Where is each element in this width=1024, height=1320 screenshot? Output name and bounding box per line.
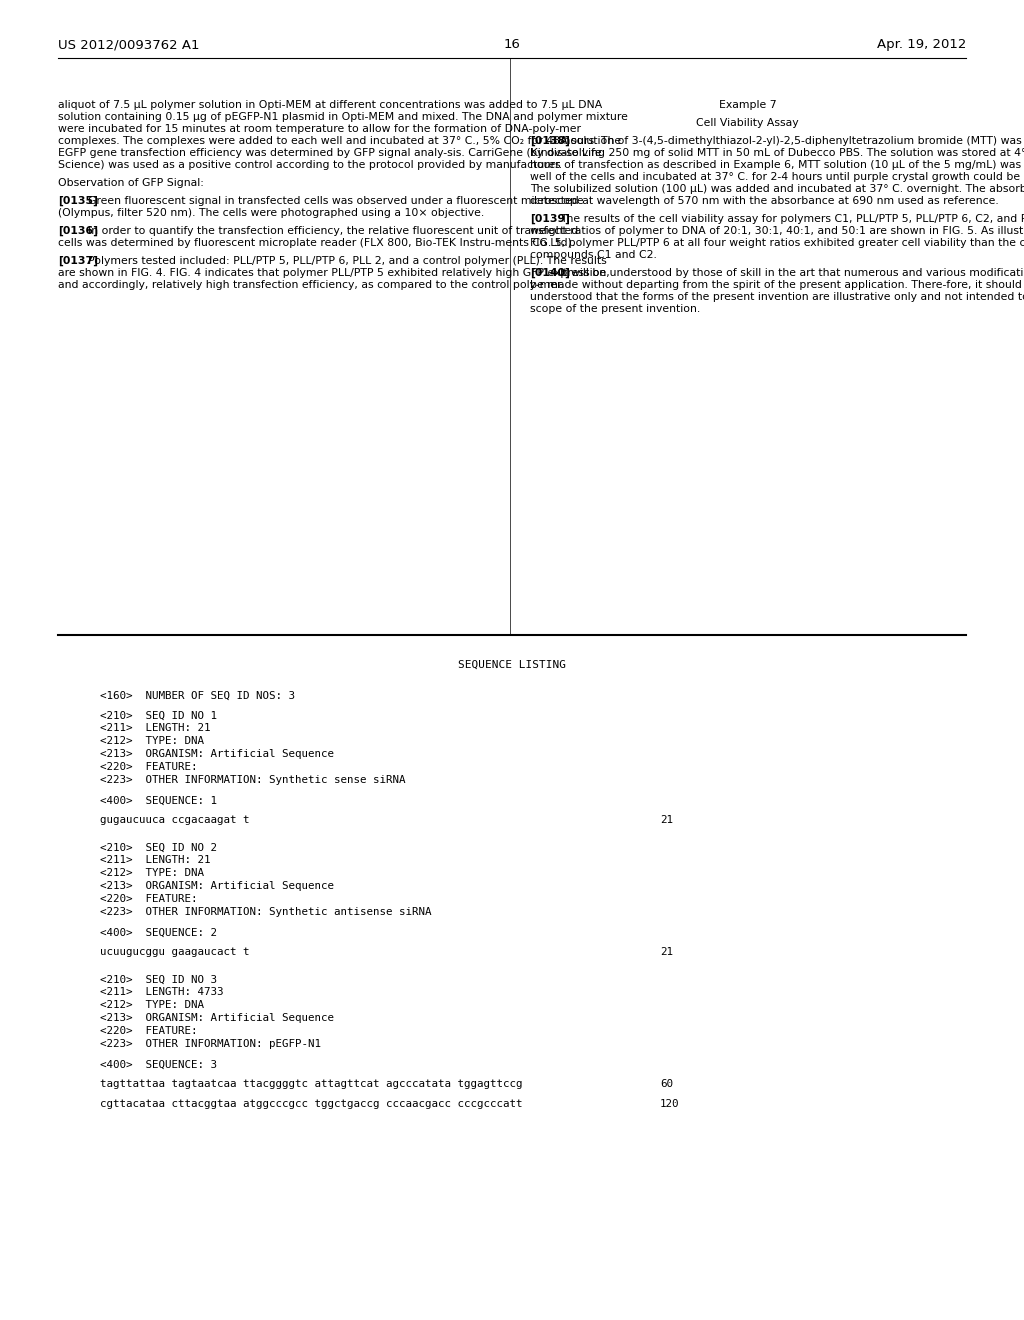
Text: understood that the forms of the present invention are illustrative only and not: understood that the forms of the present… — [530, 292, 1024, 302]
Text: <213>  ORGANISM: Artificial Sequence: <213> ORGANISM: Artificial Sequence — [100, 750, 334, 759]
Text: US 2012/0093762 A1: US 2012/0093762 A1 — [58, 38, 200, 51]
Text: Cell Viability Assay: Cell Viability Assay — [696, 117, 799, 128]
Text: cells was determined by fluorescent microplate reader (FLX 800, Bio-TEK Instru-m: cells was determined by fluorescent micr… — [58, 238, 575, 248]
Text: 120: 120 — [660, 1100, 680, 1109]
Text: by dis-solving 250 mg of solid MTT in 50 mL of Dubecco PBS. The solution was sto: by dis-solving 250 mg of solid MTT in 50… — [530, 148, 1024, 158]
Text: <220>  FEATURE:: <220> FEATURE: — [100, 763, 198, 772]
Text: hours of transfection as described in Example 6, MTT solution (10 μL of the 5 mg: hours of transfection as described in Ex… — [530, 160, 1024, 170]
Text: Science) was used as a positive control according to the protocol provided by ma: Science) was used as a positive control … — [58, 160, 562, 170]
Text: [0139]: [0139] — [530, 214, 570, 224]
Text: <400>  SEQUENCE: 3: <400> SEQUENCE: 3 — [100, 1060, 217, 1069]
Text: <212>  TYPE: DNA: <212> TYPE: DNA — [100, 1001, 204, 1010]
Text: compounds C1 and C2.: compounds C1 and C2. — [530, 249, 656, 260]
Text: [0140]: [0140] — [530, 268, 570, 279]
Text: <400>  SEQUENCE: 2: <400> SEQUENCE: 2 — [100, 928, 217, 937]
Text: <211>  LENGTH: 21: <211> LENGTH: 21 — [100, 855, 211, 866]
Text: 21: 21 — [660, 816, 673, 825]
Text: It will be understood by those of skill in the art that numerous and various mod: It will be understood by those of skill … — [560, 268, 1024, 279]
Text: weight ratios of polymer to DNA of 20:1, 30:1, 40:1, and 50:1 are shown in FIG. : weight ratios of polymer to DNA of 20:1,… — [530, 226, 1024, 236]
Text: <400>  SEQUENCE: 1: <400> SEQUENCE: 1 — [100, 796, 217, 805]
Text: 16: 16 — [504, 38, 520, 51]
Text: be made without departing from the spirit of the present application. There-fore: be made without departing from the spiri… — [530, 280, 1024, 290]
Text: <211>  LENGTH: 21: <211> LENGTH: 21 — [100, 723, 211, 734]
Text: <220>  FEATURE:: <220> FEATURE: — [100, 1027, 198, 1036]
Text: (Olympus, filter 520 nm). The cells were photographed using a 10× objective.: (Olympus, filter 520 nm). The cells were… — [58, 209, 484, 218]
Text: <220>  FEATURE:: <220> FEATURE: — [100, 895, 198, 904]
Text: <160>  NUMBER OF SEQ ID NOS: 3: <160> NUMBER OF SEQ ID NOS: 3 — [100, 690, 295, 701]
Text: Polymers tested included: PLL/PTP 5, PLL/PTP 6, PLL 2, and a control polymer (PL: Polymers tested included: PLL/PTP 5, PLL… — [88, 256, 606, 267]
Text: 60: 60 — [660, 1080, 673, 1089]
Text: SEQUENCE LISTING: SEQUENCE LISTING — [458, 660, 566, 671]
Text: [0137]: [0137] — [58, 256, 98, 267]
Text: <210>  SEQ ID NO 2: <210> SEQ ID NO 2 — [100, 842, 217, 853]
Text: are shown in FIG. 4. FIG. 4 indicates that polymer PLL/PTP 5 exhibited relativel: are shown in FIG. 4. FIG. 4 indicates th… — [58, 268, 609, 279]
Text: The results of the cell viability assay for polymers C1, PLL/PTP 5, PLL/PTP 6, C: The results of the cell viability assay … — [560, 214, 1024, 224]
Text: [0136]: [0136] — [58, 226, 98, 236]
Text: were incubated for 15 minutes at room temperature to allow for the formation of : were incubated for 15 minutes at room te… — [58, 124, 581, 135]
Text: <212>  TYPE: DNA: <212> TYPE: DNA — [100, 737, 204, 746]
Text: well of the cells and incubated at 37° C. for 2-4 hours until purple crystal gro: well of the cells and incubated at 37° C… — [530, 172, 1024, 182]
Text: <211>  LENGTH: 4733: <211> LENGTH: 4733 — [100, 987, 223, 998]
Text: [0135]: [0135] — [58, 195, 98, 206]
Text: [0138]: [0138] — [530, 136, 570, 147]
Text: 21: 21 — [660, 948, 673, 957]
Text: aliquot of 7.5 μL polymer solution in Opti-MEM at different concentrations was a: aliquot of 7.5 μL polymer solution in Op… — [58, 100, 602, 110]
Text: Example 7: Example 7 — [719, 100, 776, 110]
Text: solution containing 0.15 μg of pEGFP-N1 plasmid in Opti-MEM and mixed. The DNA a: solution containing 0.15 μg of pEGFP-N1 … — [58, 112, 628, 121]
Text: <210>  SEQ ID NO 3: <210> SEQ ID NO 3 — [100, 974, 217, 985]
Text: <223>  OTHER INFORMATION: Synthetic antisense siRNA: <223> OTHER INFORMATION: Synthetic antis… — [100, 907, 431, 917]
Text: gugaucuuca ccgacaagat t: gugaucuuca ccgacaagat t — [100, 816, 250, 825]
Text: <212>  TYPE: DNA: <212> TYPE: DNA — [100, 869, 204, 878]
Text: cgttacataa cttacggtaa atggcccgcc tggctgaccg cccaacgacc cccgcccatt: cgttacataa cttacggtaa atggcccgcc tggctga… — [100, 1100, 522, 1109]
Text: <223>  OTHER INFORMATION: Synthetic sense siRNA: <223> OTHER INFORMATION: Synthetic sense… — [100, 775, 406, 785]
Text: tagttattaa tagtaatcaa ttacggggtc attagttcat agcccatata tggagttccg: tagttattaa tagtaatcaa ttacggggtc attagtt… — [100, 1080, 522, 1089]
Text: <213>  ORGANISM: Artificial Sequence: <213> ORGANISM: Artificial Sequence — [100, 1014, 334, 1023]
Text: scope of the present invention.: scope of the present invention. — [530, 304, 700, 314]
Text: EGFP gene transfection efficiency was determined by GFP signal analy-sis. CarriG: EGFP gene transfection efficiency was de… — [58, 148, 602, 158]
Text: In order to quantify the transfection efficiency, the relative fluorescent unit : In order to quantify the transfection ef… — [88, 226, 578, 236]
Text: ucuugucggu gaagaucact t: ucuugucggu gaagaucact t — [100, 948, 250, 957]
Text: and accordingly, relatively high transfection efficiency, as compared to the con: and accordingly, relatively high transfe… — [58, 280, 564, 290]
Text: <210>  SEQ ID NO 1: <210> SEQ ID NO 1 — [100, 710, 217, 721]
Text: Green fluorescent signal in transfected cells was observed under a fluorescent m: Green fluorescent signal in transfected … — [88, 195, 584, 206]
Text: Observation of GFP Signal:: Observation of GFP Signal: — [58, 178, 204, 187]
Text: FIG. 5, polymer PLL/PTP 6 at all four weight ratios exhibited greater cell viabi: FIG. 5, polymer PLL/PTP 6 at all four we… — [530, 238, 1024, 248]
Text: <223>  OTHER INFORMATION: pEGFP-N1: <223> OTHER INFORMATION: pEGFP-N1 — [100, 1039, 321, 1049]
Text: A solution of 3-(4,5-dimethylthiazol-2-yl)-2,5-diphenyltetrazolium bromide (MTT): A solution of 3-(4,5-dimethylthiazol-2-y… — [560, 136, 1024, 147]
Text: The solubilized solution (100 μL) was added and incubated at 37° C. overnight. T: The solubilized solution (100 μL) was ad… — [530, 183, 1024, 194]
Text: Apr. 19, 2012: Apr. 19, 2012 — [877, 38, 966, 51]
Text: complexes. The complexes were added to each well and incubated at 37° C., 5% CO₂: complexes. The complexes were added to e… — [58, 136, 622, 147]
Text: <213>  ORGANISM: Artificial Sequence: <213> ORGANISM: Artificial Sequence — [100, 882, 334, 891]
Text: detected at wavelength of 570 nm with the absorbance at 690 nm used as reference: detected at wavelength of 570 nm with th… — [530, 195, 998, 206]
